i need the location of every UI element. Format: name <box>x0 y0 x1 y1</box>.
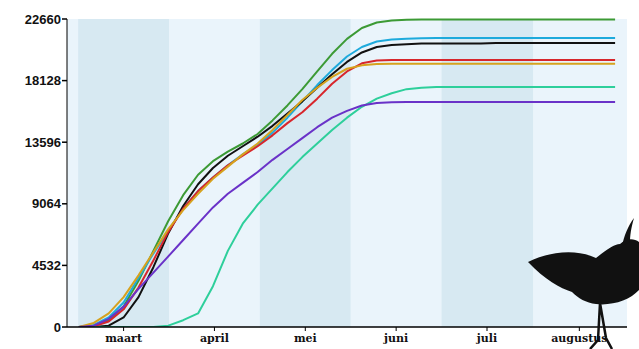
plot-background <box>67 19 627 327</box>
x-tick-label: juli <box>476 332 497 345</box>
month-band <box>78 19 169 327</box>
bird-crest <box>622 218 634 246</box>
x-tick-label: juni <box>383 332 408 345</box>
y-tick-label: 18128 <box>25 73 61 88</box>
series-line <box>79 38 615 327</box>
x-tick <box>487 327 488 331</box>
series-line <box>79 87 615 327</box>
x-axis <box>67 326 627 328</box>
series-line <box>79 64 615 327</box>
y-tick <box>62 203 67 205</box>
x-tick-label: mei <box>294 332 317 345</box>
x-tick <box>123 327 124 331</box>
lines <box>79 20 615 327</box>
y-tick <box>62 265 67 267</box>
y-tick-label: 22660 <box>25 12 61 27</box>
series-line <box>79 43 615 327</box>
y-tick <box>62 18 67 20</box>
y-tick-label: 13596 <box>25 135 61 150</box>
y-tick <box>62 326 67 328</box>
y-tick-label: 0 <box>54 320 61 335</box>
series-line <box>79 20 615 327</box>
x-tick-label: maart <box>105 332 143 345</box>
x-tick <box>396 327 397 331</box>
x-tick <box>579 327 580 331</box>
y-tick-label: 9064 <box>32 196 62 211</box>
chart: 0 4532 9064 13596 18128 22660 maart april mei jun… <box>0 0 639 349</box>
month-band <box>442 19 534 327</box>
x-tick <box>214 327 215 331</box>
y-tick-label: 4532 <box>32 258 61 273</box>
bird-silhouette <box>528 218 639 349</box>
x-tick <box>305 327 306 331</box>
y-axis <box>67 19 68 327</box>
series-line <box>79 60 615 327</box>
x-tick-label: april <box>200 332 229 345</box>
bird-body <box>528 239 639 304</box>
bird-legs <box>590 303 612 349</box>
y-tick <box>62 141 67 143</box>
series-line <box>79 102 615 327</box>
y-tick <box>62 80 67 82</box>
